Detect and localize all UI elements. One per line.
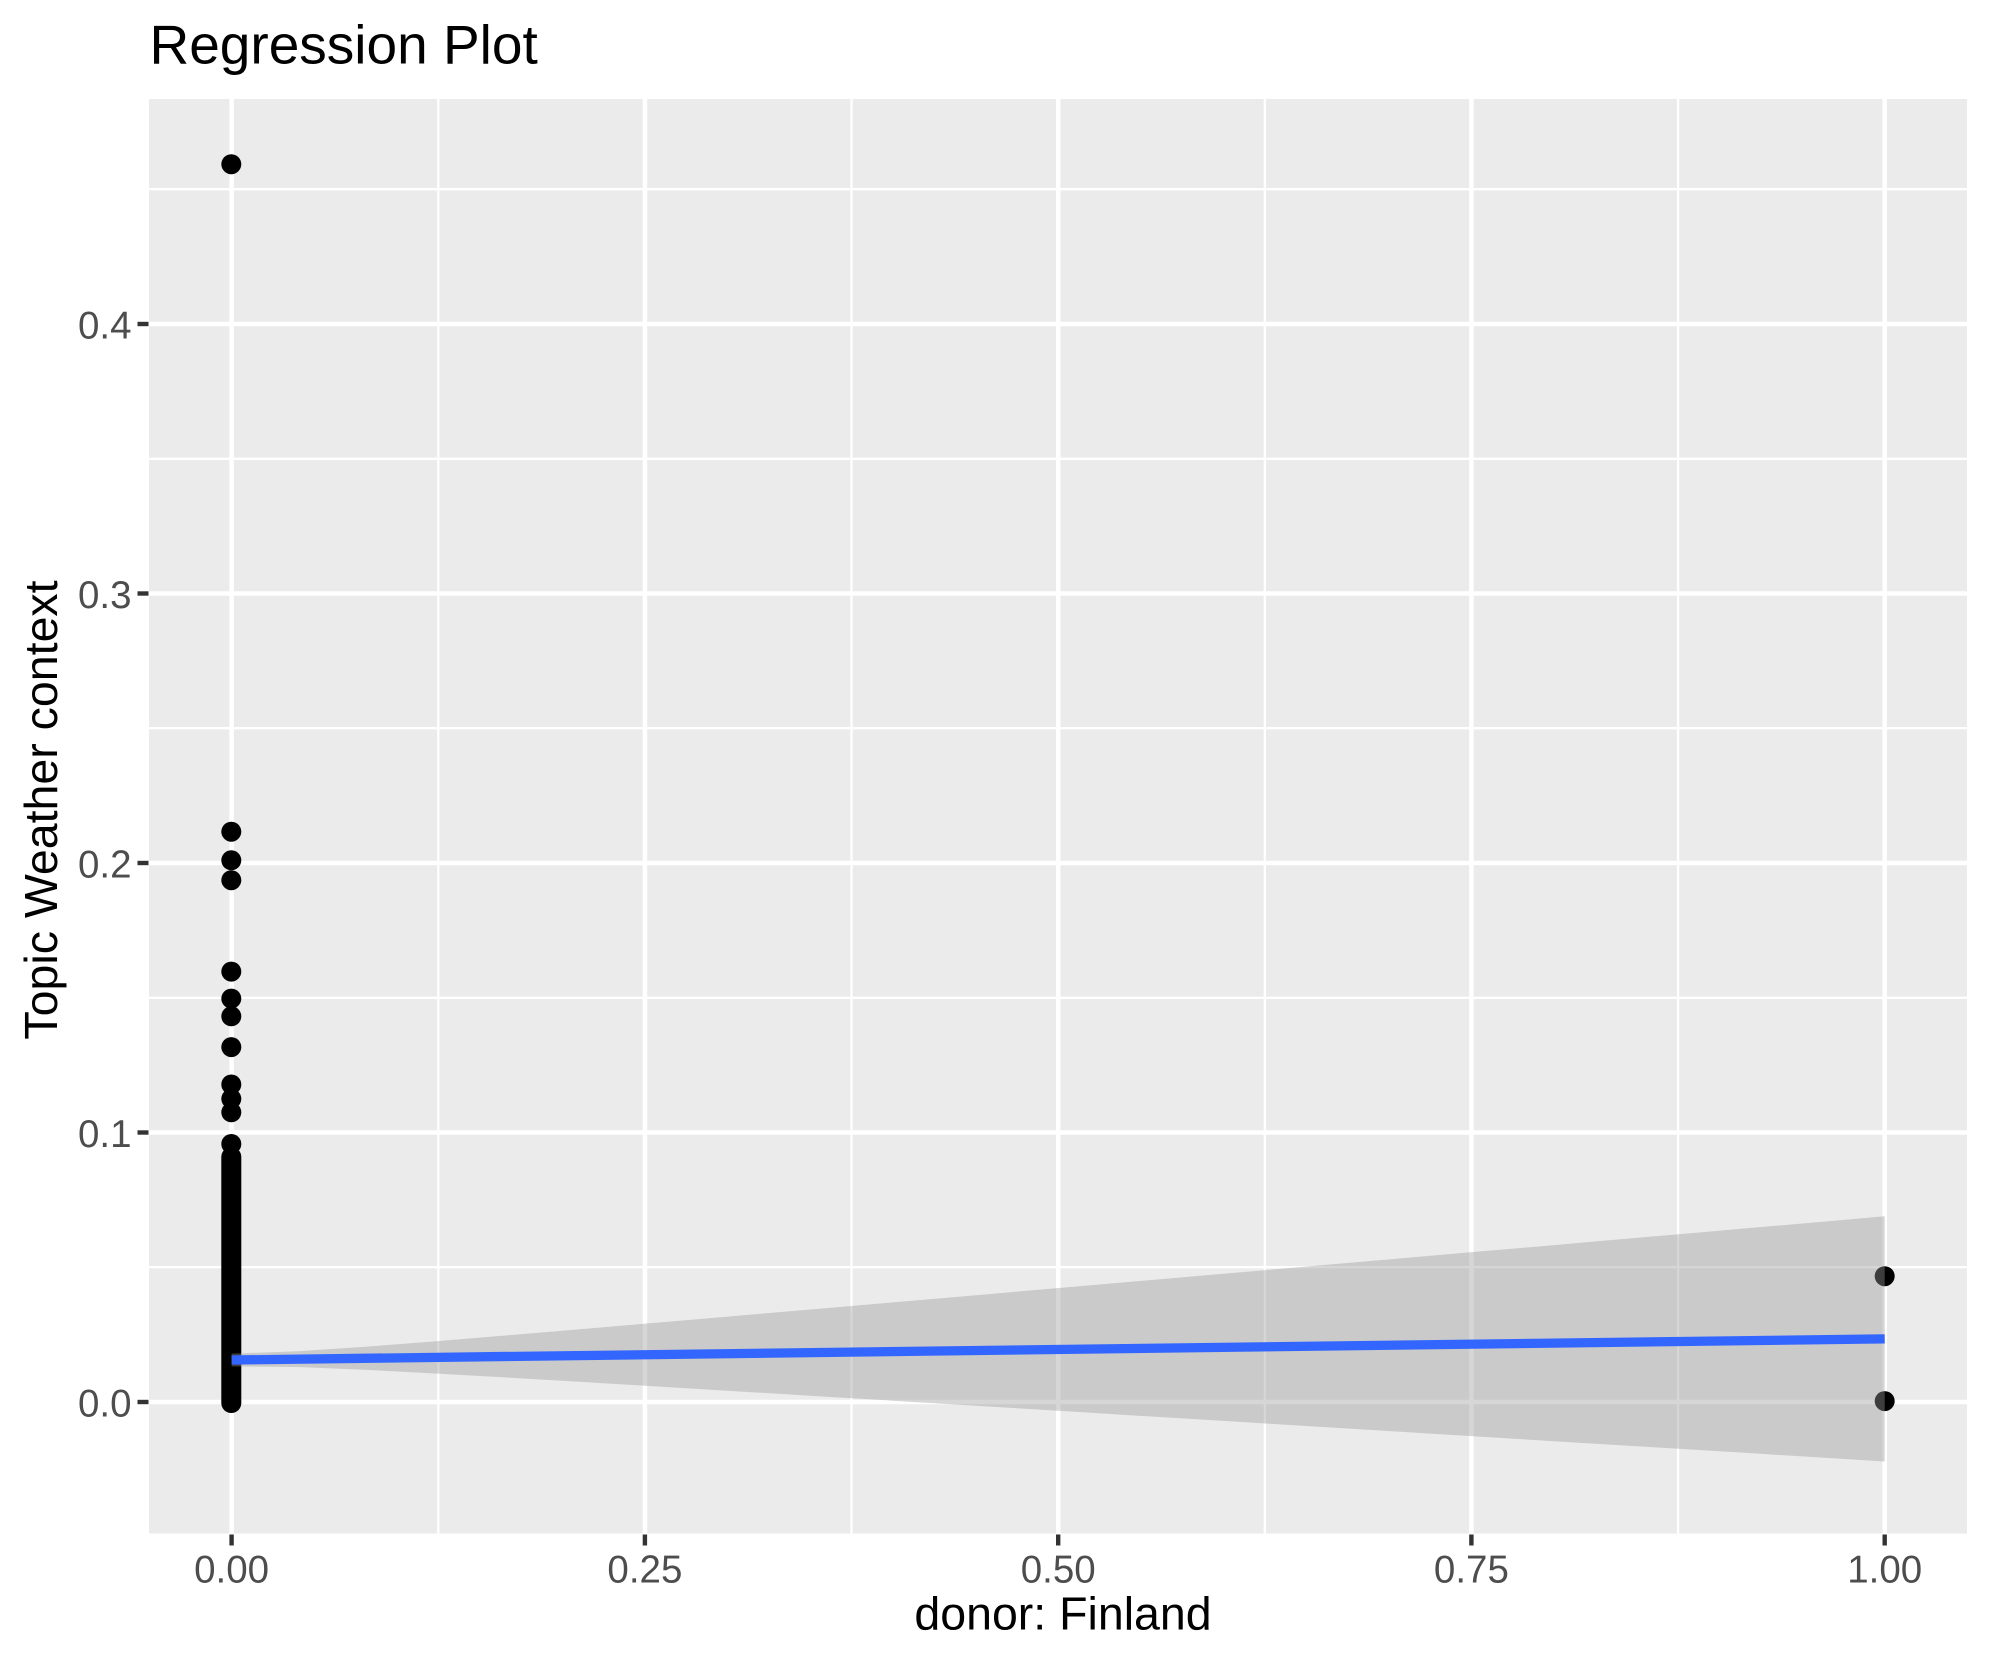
svg-text:0.75: 0.75 [1434, 1549, 1509, 1592]
svg-text:0.2: 0.2 [78, 844, 132, 887]
svg-text:0.00: 0.00 [194, 1549, 269, 1592]
svg-text:0.25: 0.25 [607, 1549, 682, 1592]
svg-text:0.4: 0.4 [78, 305, 132, 348]
svg-text:Regression Plot: Regression Plot [150, 13, 538, 75]
svg-text:0.0: 0.0 [78, 1383, 132, 1426]
svg-text:donor: Finland: donor: Finland [914, 1588, 1211, 1640]
svg-text:Topic Weather context: Topic Weather context [15, 580, 67, 1039]
svg-text:1.00: 1.00 [1847, 1549, 1922, 1592]
svg-text:0.1: 0.1 [78, 1113, 132, 1156]
svg-text:0.50: 0.50 [1021, 1549, 1096, 1592]
svg-text:0.3: 0.3 [78, 574, 132, 617]
